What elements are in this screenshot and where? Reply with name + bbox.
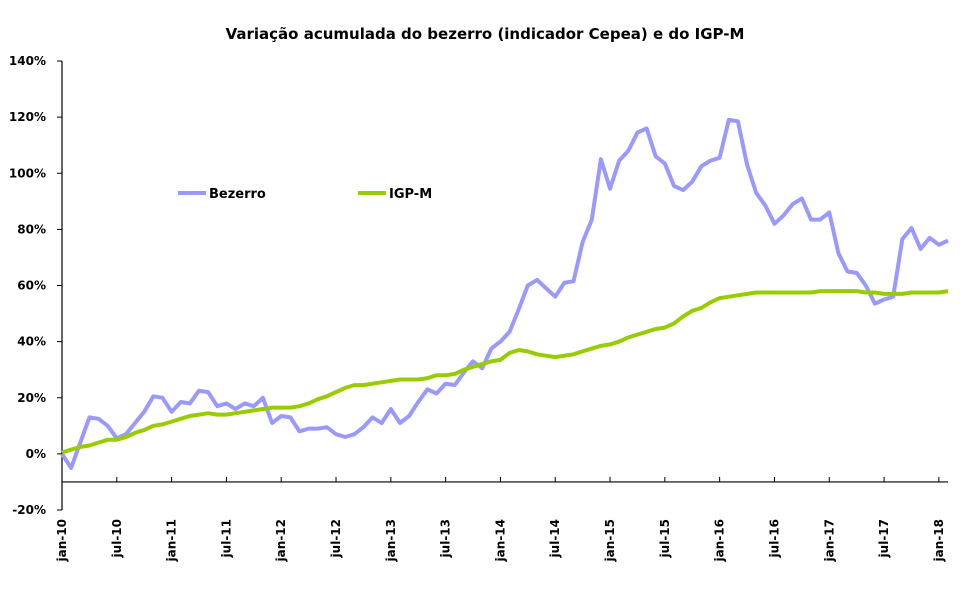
chart-title: Variação acumulada do bezerro (indicador… (226, 25, 745, 43)
x-tick-label: jan-18 (932, 519, 946, 562)
x-tick-label: jul-16 (767, 519, 781, 558)
series-line-bezerro (60, 117, 949, 470)
x-tick-label: jul-14 (548, 519, 562, 558)
y-tick-label: 140% (9, 54, 46, 68)
y-tick-label: 20% (17, 391, 46, 405)
x-tick-label: jan-15 (603, 519, 617, 562)
x-tick-label: jan-14 (493, 519, 507, 562)
y-tick-label: 40% (17, 335, 46, 349)
legend: Bezerro IGP-M (178, 187, 432, 202)
y-tick-label: 120% (9, 110, 46, 124)
x-tick-label: jul-13 (439, 519, 453, 558)
x-tick-label: jan-16 (713, 519, 727, 562)
series-lines (60, 117, 949, 470)
x-tick-label: jul-12 (329, 519, 343, 558)
x-tick-label: jul-15 (658, 519, 672, 558)
y-tick-label: 60% (17, 279, 46, 293)
x-tick-label: jan-17 (822, 519, 836, 562)
x-tick-label: jul-17 (877, 519, 891, 558)
y-tick-label: 100% (9, 166, 46, 180)
x-tick-label: jul-11 (219, 519, 233, 558)
y-tick-label: -20% (12, 503, 46, 517)
x-tick-label: jan-12 (274, 519, 288, 562)
y-tick-label: 80% (17, 222, 46, 236)
legend-label: IGP-M (389, 187, 432, 202)
x-tick-label: jan-13 (384, 519, 398, 562)
legend-label: Bezerro (209, 187, 266, 202)
x-tick-label: jan-10 (55, 519, 69, 562)
series-line-igp-m (61, 289, 949, 455)
x-tick-label: jan-11 (165, 519, 179, 562)
x-tick-label: jul-10 (110, 519, 124, 558)
axes: -20% 0% 20% 40% 60% 80% 100% 120% 140% jan-10 jul-… (9, 54, 948, 562)
y-tick-label: 0% (26, 447, 46, 461)
